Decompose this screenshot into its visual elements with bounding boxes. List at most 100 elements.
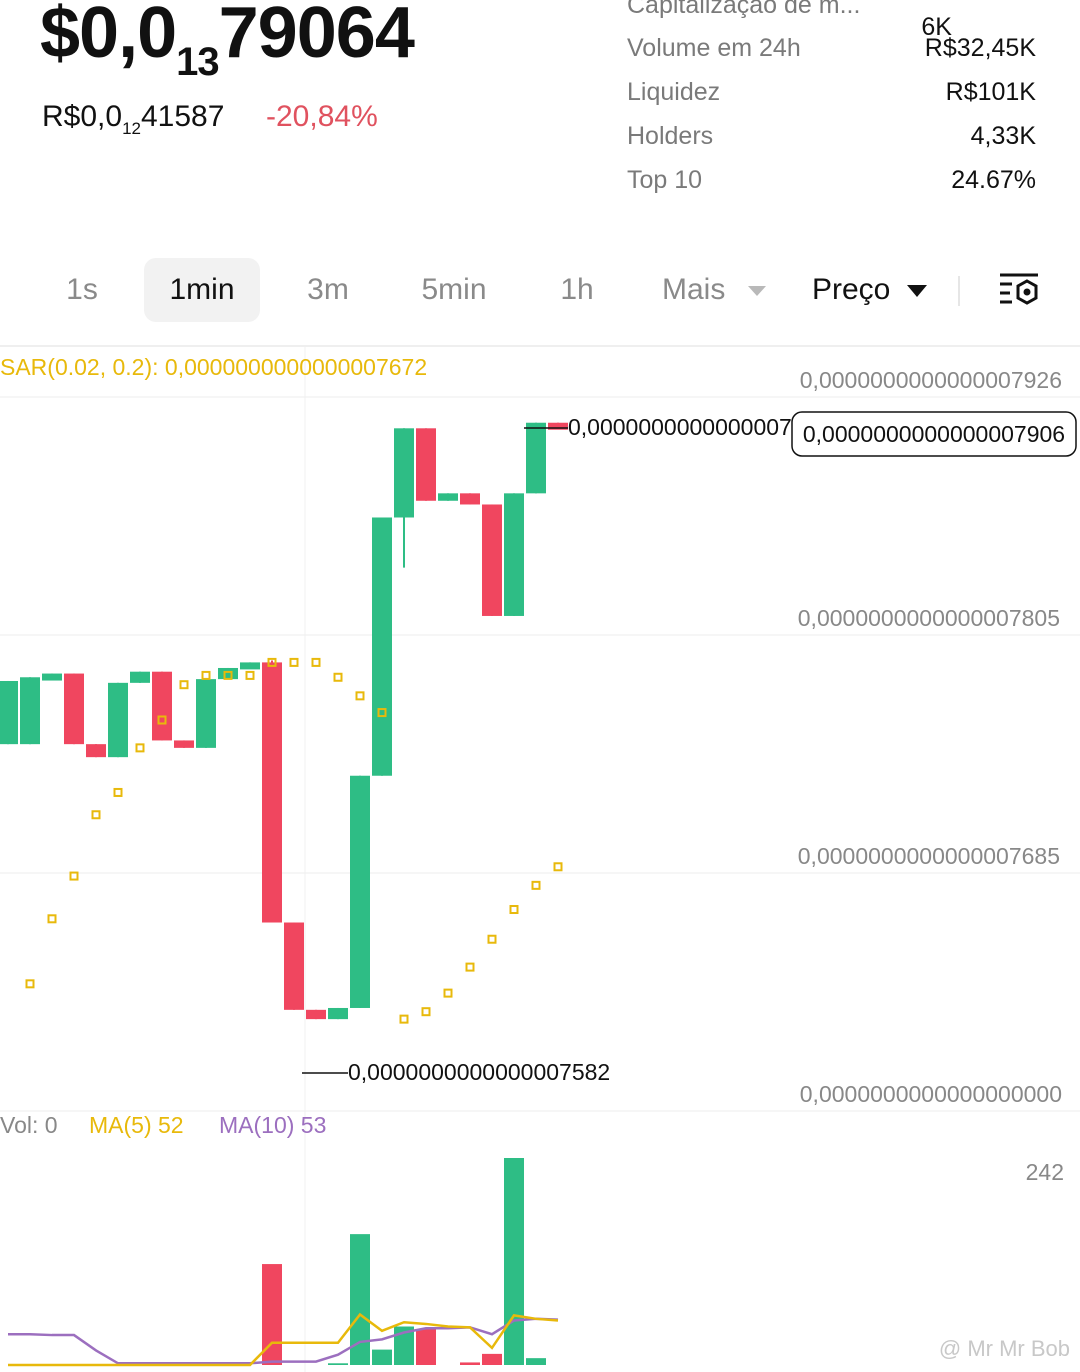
tab-5min[interactable]: 5min: [421, 273, 487, 306]
sar-dot: [377, 708, 387, 718]
sar-dot: [179, 680, 189, 690]
sar-dot: [223, 670, 233, 680]
sar-dot: [465, 962, 475, 972]
sar-dot: [201, 670, 211, 680]
volume-label: Vol: 0: [0, 1112, 58, 1138]
current-price-label: 0,0000000000000007906: [803, 421, 1065, 447]
brl-prefix: R$0,0: [42, 100, 123, 133]
tab-more-label: Mais: [662, 273, 726, 306]
price-selector-label: Preço: [812, 273, 891, 306]
candle-body: [108, 682, 128, 758]
volume-bar: [416, 1329, 436, 1365]
candle-body: [416, 428, 436, 501]
tab-1s[interactable]: 1s: [66, 273, 98, 306]
sar-dot: [25, 979, 35, 989]
candle-body: [328, 1007, 348, 1020]
candle-body: [526, 422, 546, 494]
volume-axis-label: 242: [1026, 1159, 1064, 1185]
sar-dot: [267, 657, 277, 667]
sar-dot: [487, 934, 497, 944]
sar-dot: [91, 810, 101, 820]
candle-body: [20, 677, 40, 745]
sar-dot: [47, 914, 57, 924]
candle-body: [174, 740, 194, 748]
tab-more[interactable]: Mais: [648, 258, 780, 322]
candle-body: [482, 504, 502, 616]
current-price-box: [791, 411, 1077, 457]
candle-body: [372, 517, 392, 776]
sar-dot: [245, 670, 255, 680]
tab-1min[interactable]: 1min: [144, 258, 260, 322]
stat-value-holders: 4,33K: [970, 122, 1036, 150]
sar-dot: [113, 787, 123, 797]
candle-body: [42, 673, 62, 681]
volume-bar: [460, 1362, 480, 1365]
price-grid: [0, 396, 1080, 1112]
candle-body: [548, 422, 568, 430]
caret-down-icon: [906, 285, 927, 298]
volume-bar: [394, 1326, 414, 1365]
price-axis-label-1: 0,0000000000000007926: [800, 367, 1062, 393]
candle-body: [284, 922, 304, 1010]
sar-layer: [25, 657, 563, 1024]
price-axis-label-4: 0,0000000000000000000: [800, 1081, 1062, 1107]
stat-value-top10: 24.67%: [951, 166, 1036, 194]
chevron-down-icon: [747, 286, 766, 297]
token-price-usd: $0,01379064: [40, 0, 415, 85]
candle-body: [460, 493, 480, 505]
price-zero-count: 13: [176, 40, 219, 84]
candle-body: [306, 1009, 326, 1020]
volume-bar: [526, 1358, 546, 1365]
sar-dot: [531, 880, 541, 890]
brl-zero-count: 12: [122, 119, 141, 138]
timeframe-tabs: 1s 1min 3m 5min 1h Mais Preço: [0, 258, 1080, 322]
ma10-label: MA(10) 53: [219, 1112, 326, 1138]
volume-bar: [372, 1349, 392, 1365]
stat-label-volume: Volume em 24h: [627, 34, 801, 62]
candle-body: [218, 667, 238, 680]
high-price-label: 0,00000000000000079: [568, 414, 805, 440]
sar-dot: [399, 1014, 409, 1024]
tab-divider: [958, 276, 960, 306]
price-digits: 79064: [218, 0, 415, 73]
candle-body: [86, 744, 106, 758]
chart-top-divider: [0, 345, 1080, 347]
sar-dot: [509, 905, 519, 915]
volume-bar: [328, 1363, 348, 1365]
volume-bar: [262, 1264, 282, 1365]
candle-body: [152, 671, 172, 741]
price-axis-label-3: 0,0000000000000007685: [798, 843, 1060, 869]
chart-settings-button[interactable]: [996, 270, 1042, 310]
stat-label-holders: Holders: [627, 122, 714, 150]
sar-dot: [69, 871, 79, 881]
sar-dot: [289, 657, 299, 667]
sar-dot: [157, 715, 167, 725]
sar-dot: [135, 743, 145, 753]
price-change: -20,84%: [266, 100, 378, 133]
candle-body: [262, 662, 282, 923]
candlestick-chart[interactable]: SAR(0.02, 0.2): 0,0000000000000007672 0,…: [0, 347, 1080, 1372]
watermark: @ Mr Mr Bob: [938, 1336, 1070, 1361]
volume-bar: [350, 1234, 370, 1365]
sar-dot: [421, 1007, 431, 1017]
sar-dot: [311, 657, 321, 667]
stat-label-market-cap: Capitalização de m...: [627, 0, 861, 19]
volume-layer: [8, 1158, 559, 1367]
stat-label-top10: Top 10: [627, 166, 703, 194]
price-selector[interactable]: Preço: [812, 258, 936, 322]
stat-value-volume: R$32,45K: [924, 34, 1036, 62]
candle-body: [0, 680, 18, 745]
price-prefix: $0,0: [40, 0, 177, 73]
tab-1h[interactable]: 1h: [560, 273, 594, 306]
price-axis-label-2: 0,0000000000000007805: [798, 605, 1060, 631]
candle-body: [394, 428, 414, 518]
chart-settings-icon: [1000, 273, 1038, 305]
sar-dot: [443, 988, 453, 998]
ma10-line: [8, 1317, 559, 1365]
stat-value-market-cap: 6K: [921, 13, 952, 41]
low-price-label: 0,0000000000000007582: [348, 1059, 610, 1085]
sar-dot: [553, 862, 563, 872]
tab-3m[interactable]: 3m: [307, 273, 349, 306]
ma5-line: [8, 1312, 559, 1367]
volume-bar: [504, 1158, 524, 1365]
